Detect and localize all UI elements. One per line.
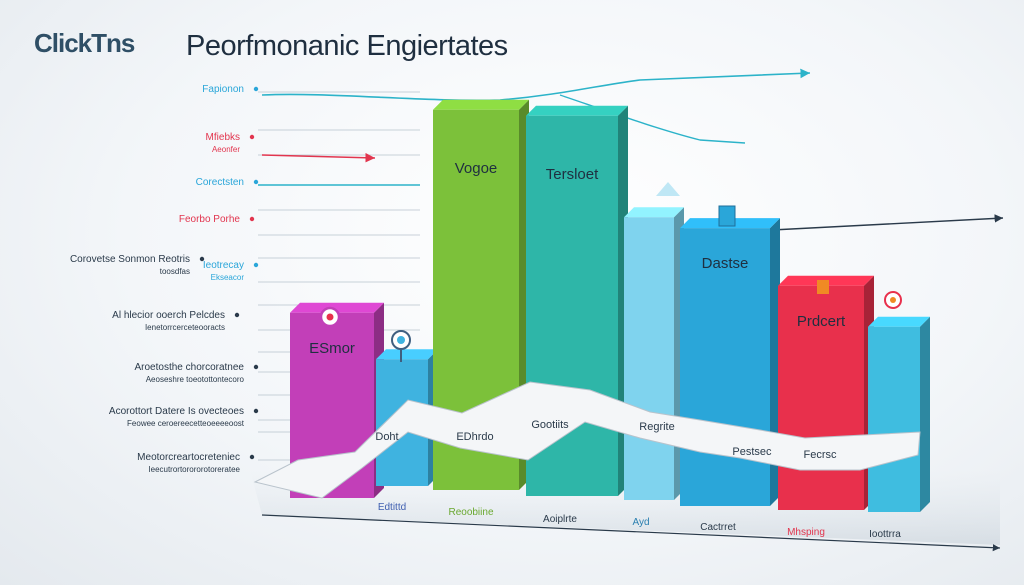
left-label-bullet [249,216,255,222]
ribbon-label: Gootiits [531,419,569,431]
trend-line-2 [559,94,746,144]
brand-logo: ClickTns [34,28,135,59]
bar-front [624,217,674,500]
left-label: Aroetosthe chorcoratnee [134,362,244,373]
ribbon-labels: Doht EDhrdo Gootiits Regrite Pestsec Fecrsc [375,419,837,461]
bar-label: Vogoe [455,160,498,177]
logo-text: ClickTns [34,28,135,58]
ribbon-label: Regrite [639,421,674,433]
left-label: Corovetse Sonmon Reotris [70,254,190,265]
left-label: toosdfas [160,267,190,276]
arrow-marker-icon [656,182,680,196]
bar [624,207,684,500]
ribbon-label: Doht [375,431,398,443]
top-trend-arrow [261,68,811,102]
left-label: Ieecutrortorororotoreratee [148,465,240,474]
bar-front [778,285,864,510]
left-label: Corectsten [196,177,244,188]
flow-lines [258,68,1004,231]
red-trend-arrow [261,152,376,163]
bar-label: Prdcert [797,313,846,330]
left-label: Al hlecior ooerch Pelcdes [112,310,225,321]
target-icon [884,291,902,309]
x-tick-label: Ioottrra [869,529,901,540]
x-tick-label: Ayd [632,517,649,528]
bar-top [868,316,930,327]
right-trend-arrow [771,214,1004,231]
left-label: Feowee ceroereecetteoeeeeoost [127,419,245,428]
left-label-bullet [253,262,259,268]
bar [778,275,874,510]
bar-labels: ESmor Vogoe Tersloet Dastse Prdcert [309,160,846,357]
left-label: Ieotrecay [203,260,244,271]
x-tick-label: Aoiplrte [543,514,577,525]
ribbon-label: Fecrsc [804,449,838,461]
box-icon [718,205,736,227]
x-tick-label: Edtittd [378,502,406,513]
magnifier-icon [319,306,341,328]
chart-title: Peorfmonanic Engiertates [186,30,508,62]
left-label: Mfiebks [206,132,240,143]
ribbon-label: EDhrdo [456,431,493,443]
left-label-bullet [253,86,259,92]
left-label-bullet [253,179,259,185]
left-label: Fapionon [202,84,244,95]
bar-top [376,349,438,360]
flag-icon [817,280,829,294]
left-label-bullet [234,312,240,318]
left-label: Aeonfer [212,145,240,154]
x-axis [261,514,1001,552]
left-label: Aeoseshre toeotottontecoro [146,375,245,384]
left-label: Acorottort Datere Is ovecteoes [109,406,244,417]
bar-top [624,207,684,218]
left-label: Ekseacor [211,273,245,282]
left-label-bullet [253,408,259,414]
left-label-bullet [249,454,255,460]
left-label-bullet [199,256,205,262]
bar-label: Dastse [702,255,749,272]
ribbon-label: Pestsec [732,446,772,458]
ribbon [253,381,921,499]
left-label: Meotorcreartocreteniec [137,452,240,463]
bar-side [920,316,930,512]
bar-top [290,302,384,313]
bar-label: Tersloet [546,166,599,183]
bell-icon [391,330,411,362]
x-axis-labels: Edtittd Reoobiine Aoiplrte Ayd Cactrret Mhspi… [378,502,901,540]
left-label: Feorbo Porhe [179,214,241,225]
x-tick-label: Cactrret [700,522,736,533]
left-labels: Fapionon Mfiebks Aeonfer Corectsten Feorbo P… [70,84,259,474]
left-label-bullet [253,364,259,370]
bar-front [868,326,920,512]
bar [868,316,930,512]
bar-label: ESmor [309,340,355,357]
x-tick-label: Mhsping [787,527,825,538]
bar-top [526,105,628,116]
bar-top [433,99,529,110]
left-label: Ienetorrcerceteooracts [145,323,225,332]
left-label-bullet [249,134,255,140]
x-tick-label: Reoobiine [448,507,493,518]
